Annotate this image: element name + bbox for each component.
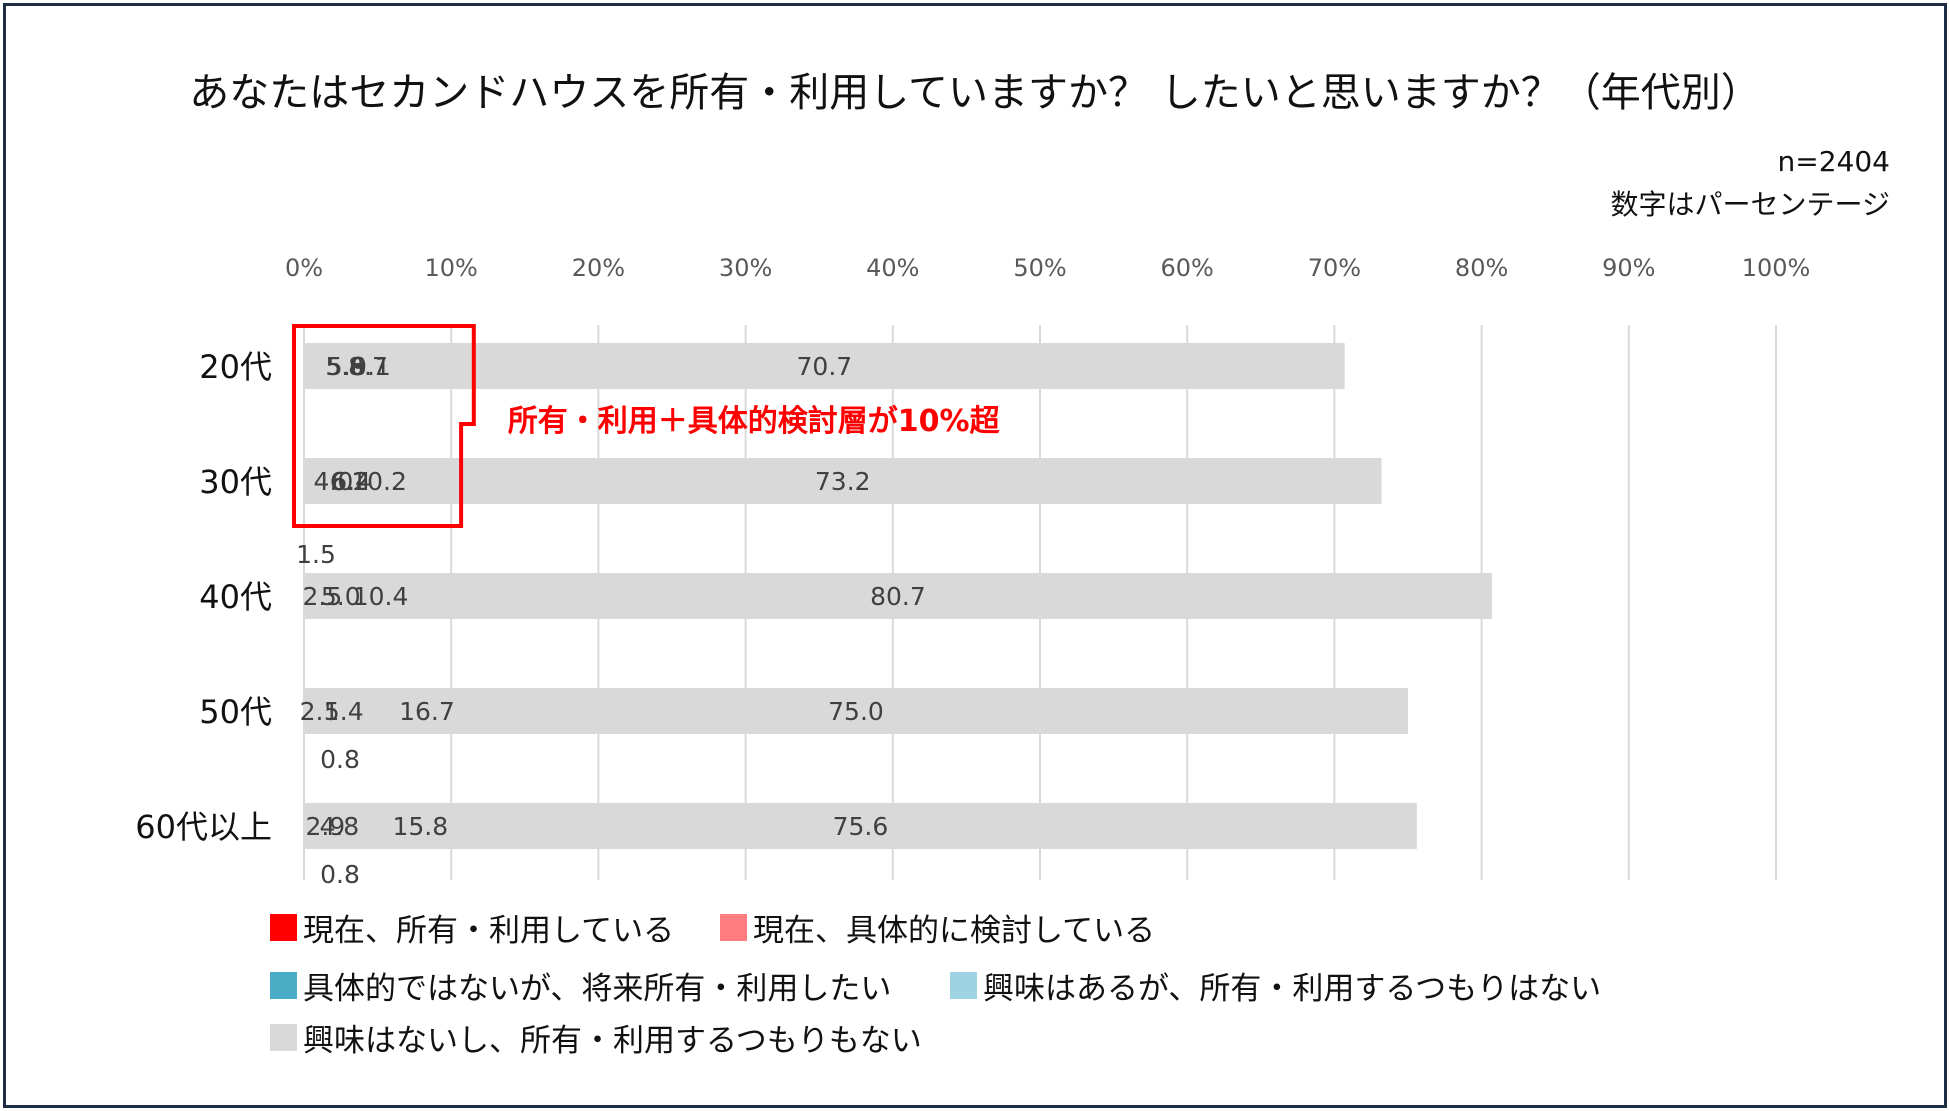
data-label: 75.0 bbox=[828, 697, 884, 726]
category-label: 50代 bbox=[199, 693, 272, 731]
bar-segment bbox=[304, 688, 1408, 734]
x-tick-label: 70% bbox=[1308, 254, 1361, 282]
data-label: 5.4 bbox=[324, 697, 364, 726]
legend-label: 現在、具体的に検討している bbox=[753, 913, 1156, 949]
legend-label: 興味はないし、所有・利用するつもりもない bbox=[303, 1023, 922, 1059]
data-label: 2.5 bbox=[303, 582, 343, 611]
bar-segment bbox=[304, 803, 1417, 849]
x-axis-ticks: 0% 10% 20% 30% 40% 50% 60% 70% 80% 90% 100% bbox=[285, 254, 1810, 282]
data-label: 4.8 bbox=[319, 812, 359, 841]
legend-item: 具体的ではないが、将来所有・利用したい bbox=[270, 963, 891, 1008]
x-tick-label: 100% bbox=[1742, 254, 1811, 282]
data-label: 9.1 bbox=[351, 352, 391, 381]
x-tick-label: 80% bbox=[1455, 254, 1508, 282]
data-label: 1.5 bbox=[296, 540, 336, 569]
legend-label: 興味はあるが、所有・利用するつもりはない bbox=[983, 971, 1602, 1007]
data-label: 15.8 bbox=[392, 812, 448, 841]
data-label: 10.4 bbox=[353, 582, 409, 611]
legend-item: 興味はないし、所有・利用するつもりもない bbox=[270, 1015, 922, 1060]
bar-segment bbox=[304, 458, 1382, 504]
data-label: 70.7 bbox=[797, 352, 853, 381]
data-labels: 5.65.89.18.7 70.76.44.06.210.2 73.21.52.55… bbox=[296, 352, 926, 889]
annotation-text: 所有・利用＋具体的検討層が10%超 bbox=[508, 404, 1001, 439]
legend-swatch bbox=[270, 1024, 297, 1051]
category-label: 20代 bbox=[199, 348, 272, 386]
annotation-highlight-box bbox=[292, 324, 476, 528]
category-labels: 20代 30代 40代 50代 60代以上 bbox=[135, 348, 272, 846]
bar-segment bbox=[304, 573, 1492, 619]
bar-segment bbox=[304, 343, 1345, 389]
legend-swatch bbox=[950, 972, 977, 999]
data-label: 5.6 bbox=[325, 352, 365, 381]
x-tick-label: 60% bbox=[1161, 254, 1214, 282]
legend-swatch bbox=[270, 914, 297, 941]
data-label: 6.2 bbox=[330, 467, 370, 496]
data-label: 73.2 bbox=[815, 467, 871, 496]
x-tick-label: 20% bbox=[572, 254, 625, 282]
legend-label: 現在、所有・利用している bbox=[303, 913, 675, 949]
data-label: 6.4 bbox=[331, 467, 371, 496]
legend-swatch bbox=[270, 972, 297, 999]
legend-item: 興味はあるが、所有・利用するつもりはない bbox=[950, 963, 1601, 1008]
category-label: 40代 bbox=[199, 578, 272, 616]
x-tick-label: 90% bbox=[1602, 254, 1655, 282]
data-label: 75.6 bbox=[833, 812, 889, 841]
legend: 現在、所有・利用している 現在、具体的に検討している具体的ではないが、将来所有・利… bbox=[270, 905, 1870, 1085]
legend-item: 現在、具体的に検討している bbox=[720, 905, 1155, 950]
data-label: 0.8 bbox=[320, 745, 360, 774]
legend-label: 具体的ではないが、将来所有・利用したい bbox=[303, 971, 892, 1007]
data-label: 5.8 bbox=[327, 352, 367, 381]
data-label: 16.7 bbox=[399, 697, 455, 726]
x-tick-label: 0% bbox=[285, 254, 323, 282]
legend-swatch bbox=[720, 914, 747, 941]
annotation: 所有・利用＋具体的検討層が10%超 bbox=[292, 324, 1001, 528]
bars bbox=[304, 343, 1492, 849]
x-tick-label: 10% bbox=[425, 254, 478, 282]
sample-size-note: n=2404 bbox=[1777, 145, 1890, 178]
x-tick-label: 40% bbox=[866, 254, 919, 282]
x-tick-label: 50% bbox=[1013, 254, 1066, 282]
category-label: 30代 bbox=[199, 463, 272, 501]
data-label: 4.0 bbox=[314, 467, 354, 496]
data-label: 2.1 bbox=[300, 697, 340, 726]
data-label: 5.0 bbox=[321, 582, 361, 611]
legend-item: 現在、所有・利用している bbox=[270, 905, 674, 950]
chart-frame bbox=[3, 3, 1947, 1108]
data-label: 0.8 bbox=[320, 860, 360, 889]
unit-note: 数字はパーセンテージ bbox=[1610, 188, 1890, 221]
chart-title: あなたはセカンドハウスを所有・利用していますか？ したいと思いますか？（年代別） bbox=[189, 70, 1761, 116]
data-label: 8.7 bbox=[348, 352, 388, 381]
data-label: 80.7 bbox=[870, 582, 926, 611]
category-label: 60代以上 bbox=[135, 808, 272, 846]
data-label: 2.9 bbox=[305, 812, 345, 841]
x-tick-label: 30% bbox=[719, 254, 772, 282]
data-label: 10.2 bbox=[351, 467, 407, 496]
